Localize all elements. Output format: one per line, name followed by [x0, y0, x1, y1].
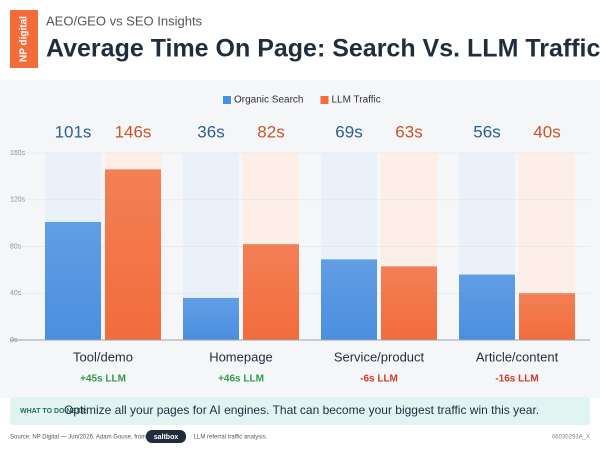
callout-text: Optimize all your pages for AI engines. … [64, 403, 539, 417]
value-label: 40s [533, 122, 560, 141]
value-label: 63s [395, 122, 422, 141]
footer-note: · LLM referral traffic analysis. [190, 435, 268, 441]
x-tick-label: Homepage [209, 349, 273, 364]
difference-label: -16s LLM [495, 374, 538, 385]
value-label: 69s [335, 122, 362, 141]
brand-badge [146, 430, 186, 443]
chart-title: Average Time On Page: Search Vs. LLM Tra… [46, 35, 600, 63]
value-label: 36s [197, 122, 224, 141]
bar [381, 266, 437, 340]
value-label: 146s [115, 122, 152, 141]
value-label: 56s [473, 122, 500, 141]
difference-label: +46s LLM [218, 374, 264, 385]
callout-label: WHAT TO DO NEXT: [20, 408, 87, 415]
bar [45, 221, 101, 340]
legend-swatch [320, 96, 329, 104]
bar [183, 297, 239, 340]
value-label: 101s [55, 122, 92, 141]
bar [459, 274, 515, 340]
difference-label: -6s LLM [360, 374, 398, 385]
legend-label: LLM Traffic [331, 95, 380, 106]
bar [243, 244, 299, 340]
bar [321, 259, 377, 340]
value-label: 82s [257, 122, 284, 141]
x-tick-label: Article/content [476, 349, 559, 364]
bar [519, 293, 575, 340]
subtitle: AEO/GEO vs SEO Insights [46, 13, 203, 28]
legend-label: Organic Search [234, 95, 303, 106]
logo: NP digital [19, 16, 30, 62]
footer-source: Source: NP Digital — Jun/2026. Adam Gous… [10, 435, 146, 441]
callout-box [10, 397, 590, 425]
legend-swatch [223, 96, 231, 104]
footer-brand: saltbox [154, 434, 179, 441]
x-tick-label: Service/product [334, 349, 425, 364]
logo-box [10, 10, 38, 68]
bar [105, 169, 161, 340]
difference-label: +45s LLM [80, 374, 126, 385]
x-tick-label: Tool/demo [73, 349, 133, 364]
footer-code: 06030293A_X [552, 435, 590, 441]
